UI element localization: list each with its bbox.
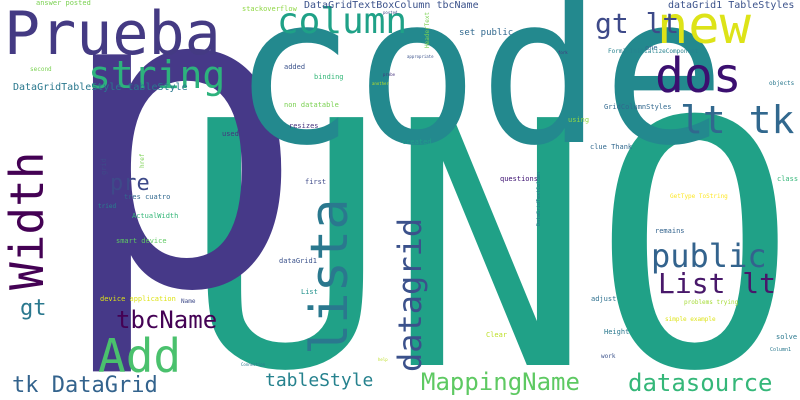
word: UNO xyxy=(183,50,798,400)
word: Width xyxy=(0,151,54,290)
word: set public xyxy=(459,28,514,38)
word: one xyxy=(645,44,658,52)
word: DataGridTextBoxColumn tbcName xyxy=(304,0,479,11)
word: lt tk xyxy=(680,98,795,142)
word: non datatable xyxy=(284,101,339,109)
word: lista xyxy=(300,198,360,355)
word: stackoverflow xyxy=(242,5,297,13)
word: second xyxy=(30,66,52,73)
word: Clear xyxy=(486,331,508,339)
word: dataGrid1 xyxy=(279,257,317,265)
word: first xyxy=(305,178,327,186)
word: HeaderText xyxy=(424,11,431,48)
word: simple example xyxy=(665,316,716,323)
word: List xyxy=(301,288,318,296)
word: created xyxy=(402,138,432,146)
word: GetType ToString xyxy=(670,193,728,200)
word: Column1 xyxy=(770,347,792,353)
word: MappingName xyxy=(421,368,580,396)
word: class xyxy=(777,175,799,183)
word: datagrid xyxy=(391,217,429,372)
word: binding xyxy=(314,73,344,81)
word: tried xyxy=(98,203,117,210)
word: gt lt xyxy=(595,7,680,40)
word: tbcName xyxy=(116,306,218,334)
word: code xyxy=(232,0,726,191)
word: added xyxy=(284,63,306,71)
word: ActualWidth xyxy=(132,212,179,220)
word: solve xyxy=(776,333,798,341)
word: tk DataGrid xyxy=(12,373,158,398)
word: DataGridTableStyle tableStyle xyxy=(13,82,188,93)
word: resizes xyxy=(289,122,319,130)
word: grid xyxy=(100,158,108,175)
word: new xyxy=(657,0,751,56)
word: remains xyxy=(655,227,685,235)
word: answer posted xyxy=(36,0,91,7)
word: device application xyxy=(100,295,176,303)
word: using xyxy=(568,116,590,124)
word: datasource xyxy=(628,369,773,397)
word: another xyxy=(372,81,389,86)
word: dos xyxy=(655,48,742,104)
word: used xyxy=(222,130,239,138)
word: questions xyxy=(500,175,538,183)
word: dataGrid1 TableStyles xyxy=(668,0,795,11)
word: tableStyle xyxy=(265,370,374,391)
word: gt xyxy=(20,296,47,321)
word: Prueba xyxy=(4,0,221,69)
word: string xyxy=(88,53,226,97)
word: public xyxy=(651,237,767,275)
word: Connection xyxy=(241,362,266,367)
word: p xyxy=(54,0,307,384)
word: column xyxy=(277,1,408,42)
word: GridColumnStyles xyxy=(604,103,672,111)
word: Add xyxy=(98,329,182,383)
word: problems trying xyxy=(684,299,739,306)
word: fork xyxy=(558,50,568,55)
word: pre xyxy=(110,171,150,196)
word: List lt xyxy=(658,267,777,300)
word: Name xyxy=(181,298,196,305)
word: posted xyxy=(383,10,398,15)
word: work xyxy=(601,353,616,360)
word: tres cuatro xyxy=(124,193,171,201)
word: smart device xyxy=(116,237,167,245)
word: appropriate xyxy=(407,54,434,59)
word: clue Thank xyxy=(590,143,633,151)
word: adjust xyxy=(591,295,617,303)
word: href xyxy=(139,153,146,168)
word: probe xyxy=(383,72,396,77)
word: DataGridTextColumn xyxy=(536,171,542,226)
word: Form1 InitializeComponent xyxy=(608,48,699,55)
word: objects xyxy=(769,80,795,87)
word: help xyxy=(378,357,388,362)
word: Height xyxy=(604,328,630,336)
